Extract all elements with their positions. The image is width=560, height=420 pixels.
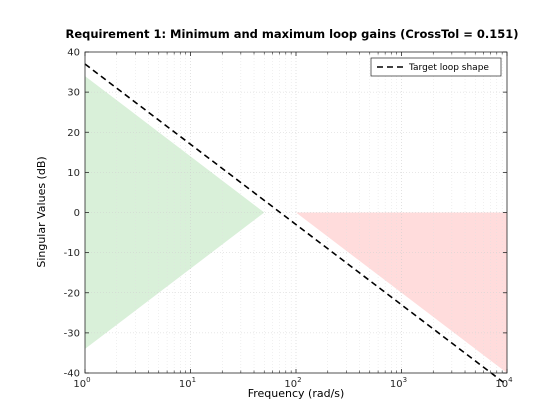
y-tick-label: -10 <box>64 248 80 259</box>
series-lines <box>84 63 508 386</box>
legend-label-target-loop-shape: Target loop shape <box>408 63 489 73</box>
y-tick-label: -40 <box>64 369 80 380</box>
y-tick-label: 10 <box>67 168 80 179</box>
legend-box <box>370 57 502 77</box>
series-line-target-loop-shape <box>84 63 508 386</box>
y-tick-label: 40 <box>67 48 80 59</box>
legend: Target loop shape <box>370 57 502 77</box>
chart-title: Requirement 1: Minimum and maximum loop … <box>65 27 518 41</box>
minimum-gain-region <box>85 76 265 349</box>
grid-lines <box>85 52 507 373</box>
y-tick-label: -30 <box>64 328 80 339</box>
x-axis-label: Frequency (rad/s) <box>248 387 345 400</box>
y-tick-label: 20 <box>67 128 80 139</box>
y-tick-label: 30 <box>67 88 80 99</box>
y-tick-label: -20 <box>64 288 80 299</box>
y-tick-label: 0 <box>74 208 80 219</box>
y-axis-label: Singular Values (dB) <box>35 156 48 267</box>
